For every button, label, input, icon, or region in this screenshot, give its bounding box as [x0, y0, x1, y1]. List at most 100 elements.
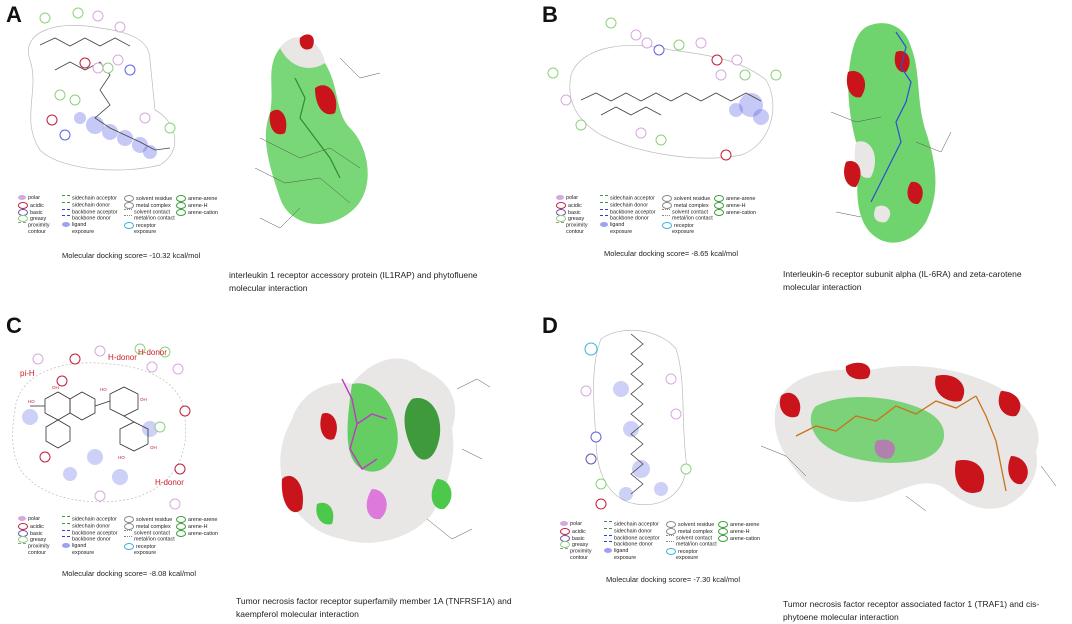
legend-backbone-acceptor: backbone acceptor	[600, 208, 656, 216]
legend-arene-cation: arene-cation	[718, 534, 760, 542]
legend-col-arene: arene-arene arene-H arene-cation	[714, 195, 756, 216]
legend-sidechain-donor: sidechain donor	[62, 201, 118, 209]
legend-backbone-donor: backbone donor	[62, 215, 118, 222]
legend-contour: contour	[570, 554, 588, 561]
panel-b: B polar acidic basic greasy proximity	[536, 0, 1072, 311]
legend-arene-h: arene-H	[714, 201, 756, 209]
legend-col-arene: arene-arene arene-H arene-cation	[176, 195, 218, 216]
legend-backbone-acceptor: backbone acceptor	[62, 529, 118, 537]
legend-backbone-donor: backbone donor	[62, 536, 118, 543]
legend-ligand-exposure: exposure	[610, 228, 633, 235]
docking-score: Molecular docking score= -8.65 kcal/mol	[604, 249, 739, 258]
legend-polar: polar	[18, 516, 50, 523]
protein-surface-render	[280, 358, 491, 543]
panel-a: A polar acidic basic greasy proximity	[0, 0, 536, 311]
legend-contour: contour	[566, 228, 584, 235]
legend-arene-arene: arene-arene	[718, 521, 760, 528]
legend-col-bonds: sidechain acceptor sidechain donor backb…	[604, 521, 660, 562]
legend-metal-complex: metal complex	[666, 527, 717, 535]
caption-line: kaempferol molecular interaction	[236, 609, 359, 619]
interaction-diagram	[28, 7, 176, 171]
legend-col-solvent: solvent residue metal complex solvent co…	[124, 195, 175, 236]
legend-polar: polar	[556, 195, 588, 202]
svg-text:HO: HO	[118, 455, 125, 460]
svg-text:HO: HO	[100, 387, 107, 392]
legend-col-residue: polar acidic basic greasy proximity cont…	[18, 195, 50, 236]
legend-arene-arene: arene-arene	[176, 516, 218, 523]
legend-proximity: proximity	[18, 543, 50, 550]
legend-proximity: proximity	[556, 222, 588, 229]
legend-receptor: receptor	[124, 222, 175, 230]
svg-text:OH: OH	[140, 397, 147, 402]
docking-score: Molecular docking score= -10.32 kcal/mol	[62, 251, 201, 260]
interaction-diagram: OH HO OH HO HO OH	[12, 343, 191, 510]
legend-arene-arene: arene-arene	[714, 195, 756, 202]
legend-ligand-exposure: exposure	[72, 228, 95, 235]
legend-backbone-acceptor: backbone acceptor	[62, 208, 118, 216]
legend-backbone-donor: backbone donor	[604, 541, 660, 548]
legend-acidic: acidic	[18, 522, 50, 530]
legend-solvent-residue: solvent residue	[124, 516, 175, 523]
legend-sidechain-acceptor: sidechain acceptor	[604, 521, 660, 528]
caption-line: Tumor necrosis factor receptor superfami…	[236, 596, 512, 606]
legend-col-residue: polar acidic basic greasy proximity cont…	[556, 195, 588, 236]
legend-basic: basic	[556, 208, 588, 216]
panel-letter: B	[542, 2, 558, 27]
legend-ligand-exposure: exposure	[72, 549, 95, 556]
annotation-h-donor: H-donor	[138, 348, 167, 357]
legend-metal-ion-contact: metal/ion contact	[124, 215, 175, 222]
caption-line: molecular interaction	[229, 283, 308, 293]
legend-greasy: greasy	[18, 215, 50, 223]
legend-receptor-exposure: exposure	[134, 228, 157, 235]
svg-text:HO: HO	[28, 399, 35, 404]
legend-col-solvent: solvent residue metal complex solvent co…	[666, 521, 717, 562]
legend-col-bonds: sidechain acceptor sidechain donor backb…	[600, 195, 656, 236]
caption-line: Tumor necrosis factor receptor associate…	[783, 599, 1040, 609]
legend-col-solvent: solvent residue metal complex solvent co…	[124, 516, 175, 557]
protein-surface-render	[760, 362, 1057, 512]
panel-letter: C	[6, 313, 22, 338]
legend-solvent-residue: solvent residue	[124, 195, 175, 202]
legend-sidechain-acceptor: sidechain acceptor	[600, 195, 656, 202]
legend-col-bonds: sidechain acceptor sidechain donor backb…	[62, 516, 118, 557]
legend-arene-cation: arene-cation	[714, 208, 756, 216]
docking-score: Molecular docking score= -8.08 kcal/mol	[62, 569, 197, 578]
legend-contour: contour	[28, 549, 46, 556]
annotation-h-donor: H-donor	[155, 478, 184, 487]
legend-proximity: proximity	[560, 548, 592, 555]
legend-metal-ion-contact: metal/ion contact	[124, 536, 175, 543]
legend-ligand: ligand	[600, 222, 656, 229]
figure-caption: Tumor necrosis factor receptor superfami…	[236, 595, 536, 621]
figure-caption: Tumor necrosis factor receptor associate…	[783, 598, 1072, 624]
legend-solvent-residue: solvent residue	[662, 195, 713, 202]
legend-proximity: proximity	[18, 222, 50, 229]
annotation-h-donor: H-donor	[108, 353, 137, 362]
legend-arene-h: arene-H	[176, 522, 218, 530]
legend: polar acidic basic greasy proximity cont…	[18, 516, 218, 560]
interaction-diagram	[580, 329, 692, 510]
legend-backbone-acceptor: backbone acceptor	[604, 534, 660, 542]
legend-basic: basic	[18, 529, 50, 537]
legend-polar: polar	[560, 521, 592, 528]
figure-caption: Interleukin-6 receptor subunit alpha (IL…	[783, 268, 1068, 294]
interaction-diagram	[547, 17, 782, 161]
legend-sidechain-donor: sidechain donor	[62, 522, 118, 530]
legend-col-bonds: sidechain acceptor sidechain donor backb…	[62, 195, 118, 236]
panel-letter: A	[6, 2, 22, 27]
legend-arene-cation: arene-cation	[176, 529, 218, 537]
legend: polar acidic basic greasy proximity cont…	[556, 195, 756, 239]
legend-arene-h: arene-H	[176, 201, 218, 209]
legend-receptor-exposure: exposure	[134, 549, 157, 556]
legend-sidechain-donor: sidechain donor	[600, 201, 656, 209]
panel-letter: D	[542, 313, 558, 338]
legend-receptor: receptor	[666, 548, 717, 556]
panel-c: C OH HO OH HO HO OH H-donor	[0, 311, 536, 622]
legend-greasy: greasy	[560, 541, 592, 549]
legend-arene-cation: arene-cation	[176, 208, 218, 216]
legend-metal-complex: metal complex	[662, 201, 713, 209]
caption-line: Interleukin-6 receptor subunit alpha (IL…	[783, 269, 1022, 279]
legend-receptor: receptor	[124, 543, 175, 551]
legend-metal-ion-contact: metal/ion contact	[666, 541, 717, 548]
legend-receptor-exposure: exposure	[676, 554, 699, 561]
legend: polar acidic basic greasy proximity cont…	[560, 521, 760, 565]
